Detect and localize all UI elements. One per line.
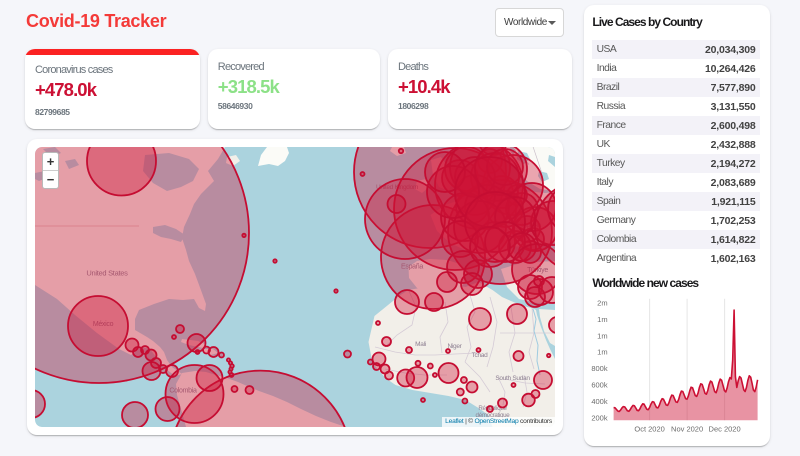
svg-text:Dec 2020: Dec 2020 [709, 424, 741, 433]
svg-text:Oct 2020: Oct 2020 [635, 424, 665, 433]
svg-text:600k: 600k [592, 381, 609, 390]
svg-text:2m: 2m [598, 299, 608, 308]
svg-text:1m: 1m [598, 331, 608, 340]
svg-text:United States: United States [86, 269, 128, 278]
svg-text:Nov 2020: Nov 2020 [671, 424, 703, 433]
svg-text:400k: 400k [592, 397, 609, 406]
svg-text:Niger: Niger [447, 343, 462, 350]
svg-text:México: México [92, 321, 113, 328]
svg-text:Mali: Mali [415, 341, 426, 348]
svg-text:Tchad: Tchad [471, 352, 488, 359]
svg-text:Türkiye: Türkiye [527, 267, 548, 274]
svg-text:1m: 1m [598, 348, 608, 357]
svg-text:800k: 800k [592, 364, 609, 373]
svg-text:1m: 1m [598, 315, 608, 324]
svg-text:España: España [401, 264, 423, 271]
svg-text:South Sudan: South Sudan [495, 375, 530, 382]
svg-text:démocratique: démocratique [475, 412, 510, 419]
svg-text:Colombia: Colombia [169, 388, 197, 395]
svg-text:200k: 200k [592, 413, 609, 422]
